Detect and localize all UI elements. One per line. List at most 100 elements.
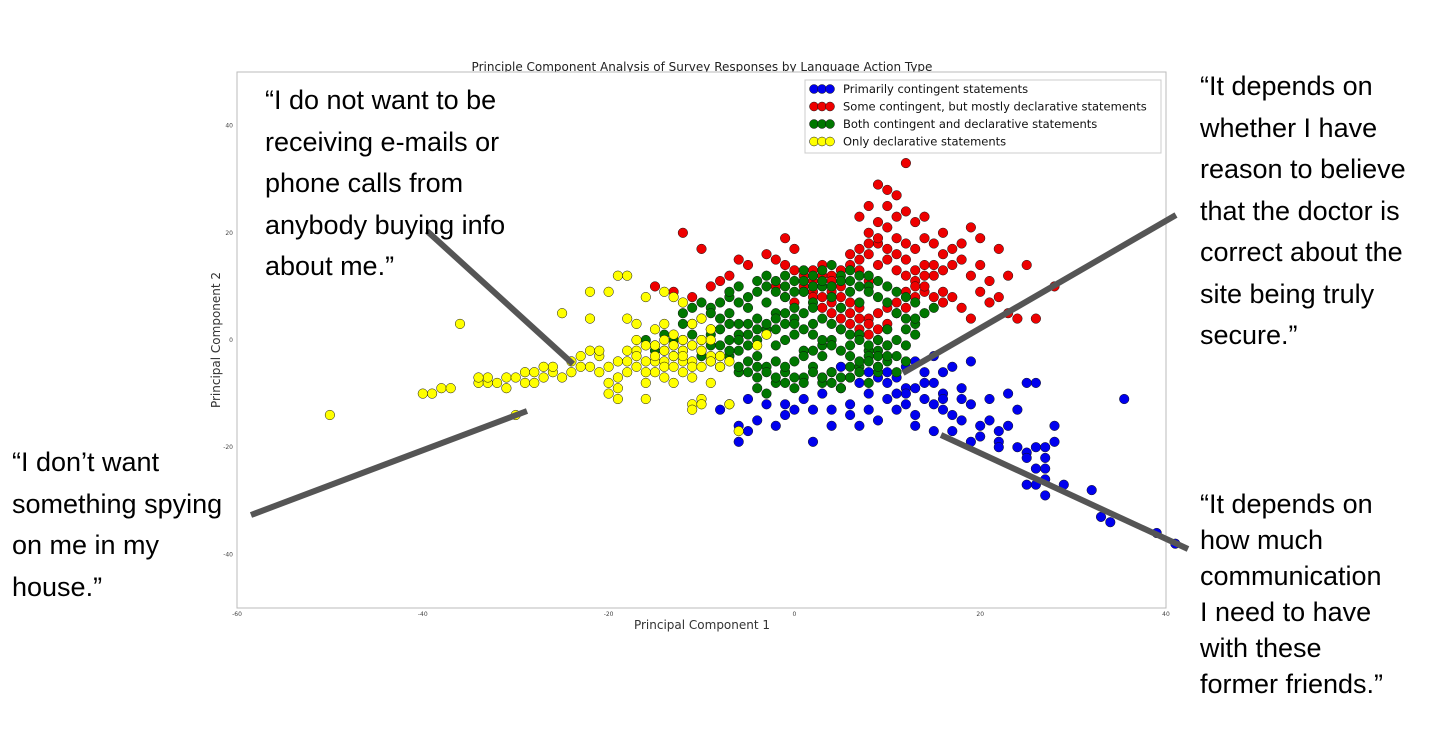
data-point [872,275,884,287]
data-point [715,324,726,335]
data-point [668,351,679,362]
data-point [724,270,735,281]
data-point [780,270,791,281]
data-point [622,356,633,367]
data-points [324,158,1181,549]
data-point [919,367,930,378]
data-point [965,222,976,233]
data-point [492,377,503,388]
data-point [482,372,493,383]
data-point [780,292,791,303]
callout-line-top-right [901,212,1178,376]
legend-marker [825,119,835,129]
data-point [733,426,744,437]
data-point [1012,442,1023,453]
data-point [872,351,884,362]
data-point [882,340,893,351]
data-point [882,243,893,254]
legend-entry: Only declarative statements [809,135,1006,149]
data-point [798,377,809,388]
data-point [928,377,939,388]
data-point [677,227,688,238]
data-point [687,318,698,329]
data-point [454,318,466,329]
data-point [733,345,744,356]
data-point [956,415,967,426]
data-point [1030,463,1041,474]
data-point [965,356,976,367]
data-point [854,313,865,324]
data-point [937,249,949,260]
data-point [705,377,716,388]
data-point [631,334,642,346]
y-tick-label: -40 [223,551,233,558]
data-point [742,367,754,378]
data-point [659,286,670,297]
data-point [965,399,976,410]
data-point [863,388,874,399]
data-point [649,351,661,362]
data-point [417,388,428,399]
data-point [770,340,781,351]
series-3 [324,270,772,437]
data-point [975,233,986,244]
data-point [807,404,819,415]
data-point [863,356,874,367]
data-point [835,275,846,287]
data-point [1003,270,1014,281]
data-point [835,372,846,383]
data-point [789,275,800,287]
data-point [687,329,698,340]
data-point [984,297,995,308]
legend-entry: Primarily contingent statements [809,82,1028,96]
data-point [798,308,809,319]
data-point [789,243,800,254]
data-point [1049,436,1060,447]
legend-marker [817,84,827,94]
data-point [900,313,911,324]
data-point [733,361,744,372]
data-point [584,313,596,324]
data-point [649,367,661,378]
data-point [1021,259,1032,271]
data-point [910,383,921,394]
data-point [900,206,911,217]
legend-entry: Both contingent and declarative statemen… [809,117,1097,131]
data-point [519,377,531,388]
legend-marker [817,136,827,147]
callout-lines [249,212,1190,552]
data-point [733,297,744,308]
data-point [677,334,688,346]
data-point [780,361,791,372]
data-point [919,233,930,244]
data-point [826,420,837,431]
data-point [947,361,958,372]
data-point [733,436,744,447]
data-point [761,388,772,399]
data-point [910,420,921,431]
data-point [937,227,949,238]
data-point [752,383,763,394]
data-point [835,302,846,313]
data-point [519,367,531,378]
data-point [696,399,707,410]
data-point [900,324,911,335]
data-point [538,372,549,383]
data-point [910,297,921,308]
data-point [761,399,772,410]
data-point [733,254,744,265]
data-point [677,308,688,319]
data-point [659,372,670,383]
legend-marker [817,101,827,112]
data-point [575,361,586,372]
data-point [789,356,800,367]
data-point [789,265,800,276]
data-point [845,308,856,319]
data-point [752,372,763,383]
data-point [798,265,809,276]
data-point [928,399,939,410]
legend-entry: Some contingent, but mostly declarative … [809,100,1147,114]
data-point [919,308,930,319]
data-point [900,399,911,410]
data-point [882,377,893,388]
